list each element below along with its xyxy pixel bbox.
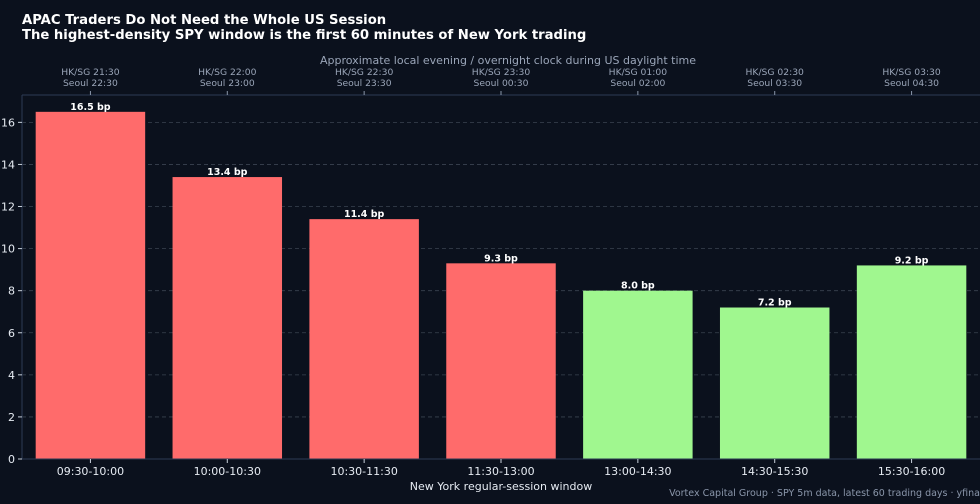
top-tick-label-seoul: Seoul 23:30 xyxy=(337,78,392,89)
top-tick-label-seoul: Seoul 22:30 xyxy=(63,78,118,89)
bar xyxy=(583,290,693,459)
top-tick-label-hk: HK/SG 01:00 xyxy=(609,67,668,78)
bar-value-label: 8.0 bp xyxy=(621,281,655,292)
top-tick-label-hk: HK/SG 21:30 xyxy=(61,67,120,78)
y-tick-label: 8 xyxy=(8,285,15,298)
footer-credit: Vortex Capital Group · SPY 5m data, late… xyxy=(669,488,980,499)
x-tick-label: 11:30-13:00 xyxy=(467,465,534,478)
chart-title: APAC Traders Do Not Need the Whole US Se… xyxy=(22,13,387,28)
top-tick-label-hk: HK/SG 02:30 xyxy=(746,67,805,78)
bar xyxy=(172,177,283,459)
y-tick-label: 14 xyxy=(1,158,15,171)
x-tick-label: 13:00-14:30 xyxy=(604,465,671,478)
bar-value-label: 7.2 bp xyxy=(758,298,792,309)
y-tick-label: 4 xyxy=(8,369,15,382)
y-tick-label: 12 xyxy=(1,201,15,214)
bar xyxy=(446,263,556,459)
y-tick-label: 2 xyxy=(8,411,15,424)
y-tick-label: 10 xyxy=(1,243,15,256)
bar-value-label: 11.4 bp xyxy=(344,209,385,220)
y-tick-label: 0 xyxy=(8,453,15,466)
top-tick-label-seoul: Seoul 23:00 xyxy=(200,78,255,89)
bar xyxy=(309,219,419,459)
top-axis-label: Approximate local evening / overnight cl… xyxy=(320,54,696,67)
x-tick-label: 09:30-10:00 xyxy=(57,465,124,478)
top-tick-label-seoul: Seoul 04:30 xyxy=(884,78,939,89)
bar-value-label: 9.2 bp xyxy=(895,255,929,266)
bar-value-label: 9.3 bp xyxy=(484,253,518,264)
bar-value-label: 13.4 bp xyxy=(207,167,248,178)
y-tick-label: 16 xyxy=(1,116,15,129)
x-tick-label: 10:30-11:30 xyxy=(330,465,397,478)
top-tick-label-seoul: Seoul 00:30 xyxy=(474,78,529,89)
chart-title-block: APAC Traders Do Not Need the Whole US Se… xyxy=(22,13,586,43)
bar xyxy=(719,307,830,459)
top-tick-label-hk: HK/SG 22:30 xyxy=(335,67,394,78)
bar xyxy=(856,265,967,459)
x-tick-label: 15:30-16:00 xyxy=(878,465,945,478)
top-tick-label-hk: HK/SG 23:30 xyxy=(472,67,531,78)
top-tick-label-seoul: Seoul 03:30 xyxy=(747,78,802,89)
bar-value-label: 16.5 bp xyxy=(70,102,111,113)
x-axis-label: New York regular-session window xyxy=(410,480,592,493)
top-tick-label-seoul: Seoul 02:00 xyxy=(610,78,665,89)
y-tick-label: 6 xyxy=(8,327,15,340)
top-tick-label-hk: HK/SG 03:30 xyxy=(882,67,941,78)
top-tick-label-hk: HK/SG 22:00 xyxy=(198,67,257,78)
bar xyxy=(35,111,146,459)
x-tick-label: 14:30-15:30 xyxy=(741,465,808,478)
chart-subtitle: The highest-density SPY window is the fi… xyxy=(22,28,587,43)
x-tick-label: 10:00-10:30 xyxy=(194,465,261,478)
